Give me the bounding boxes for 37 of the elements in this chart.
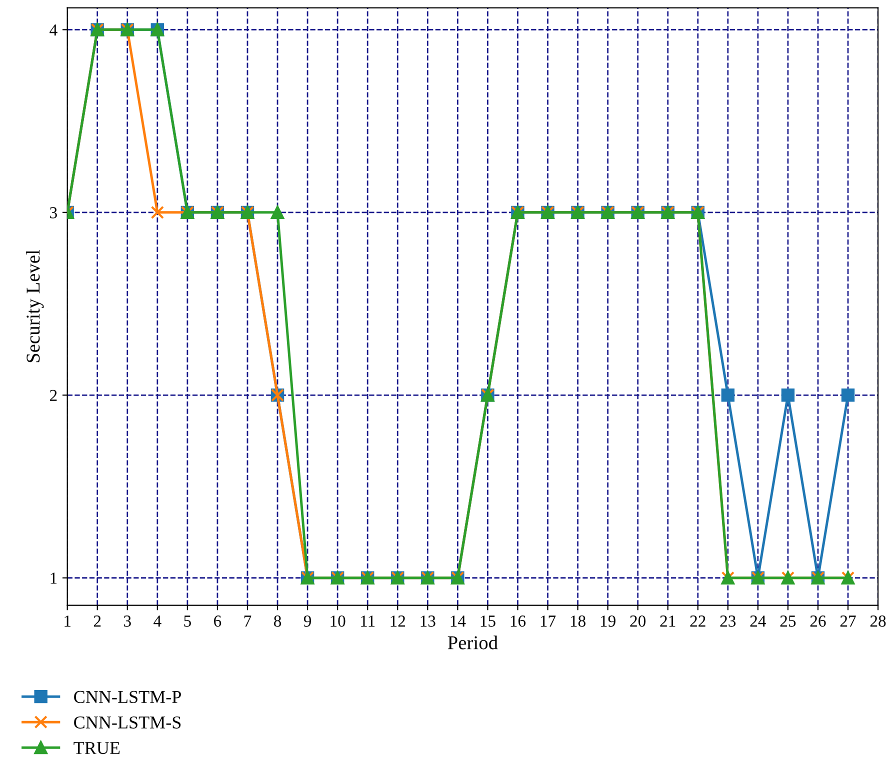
x-tick-label: 5 [184, 616, 191, 627]
legend-label: CNN-LSTM-P [74, 690, 181, 704]
x-tick-label: 2 [94, 616, 101, 627]
x-tick-label: 21 [660, 616, 676, 627]
x-tick-label: 26 [810, 616, 826, 627]
x-tick-label: 3 [124, 616, 131, 627]
legend-label: CNN-LSTM-S [74, 716, 181, 729]
x-tick-label: 1 [64, 616, 71, 627]
x-tick-label: 4 [154, 616, 162, 627]
y-tick-label: 2 [50, 390, 57, 401]
legend-label: TRUE [74, 742, 120, 754]
x-tick-label: 20 [630, 615, 646, 627]
y-tick-label: 1 [50, 572, 57, 584]
x-tick-label: 7 [244, 616, 252, 627]
x-tick-label: 19 [600, 616, 616, 627]
x-axis-title: Period [448, 636, 498, 650]
x-tick-label: 14 [450, 616, 466, 627]
x-tick-label: 11 [361, 616, 375, 627]
y-tick-label: 3 [50, 207, 57, 218]
x-tick-label: 25 [780, 616, 796, 627]
x-tick-label: 23 [720, 616, 736, 627]
y-tick-label: 4 [50, 24, 58, 36]
x-tick-label: 6 [214, 616, 222, 627]
x-tick-label: 10 [330, 615, 346, 627]
x-tick-label: 12 [390, 616, 406, 627]
x-tick-label: 9 [304, 616, 312, 627]
x-tick-label: 24 [750, 616, 766, 627]
x-tick-label: 8 [274, 615, 282, 627]
y-axis-title: Security Level [26, 250, 44, 362]
x-tick-label: 15 [480, 616, 496, 627]
x-tick-label: 16 [510, 616, 526, 627]
x-tick-label: 18 [570, 615, 586, 627]
x-tick-label: 22 [690, 616, 706, 627]
x-tick-label: 13 [420, 616, 436, 627]
x-tick-label: 17 [540, 616, 556, 627]
x-tick-label: 28 [870, 615, 886, 627]
x-tick-label: 27 [840, 616, 856, 627]
